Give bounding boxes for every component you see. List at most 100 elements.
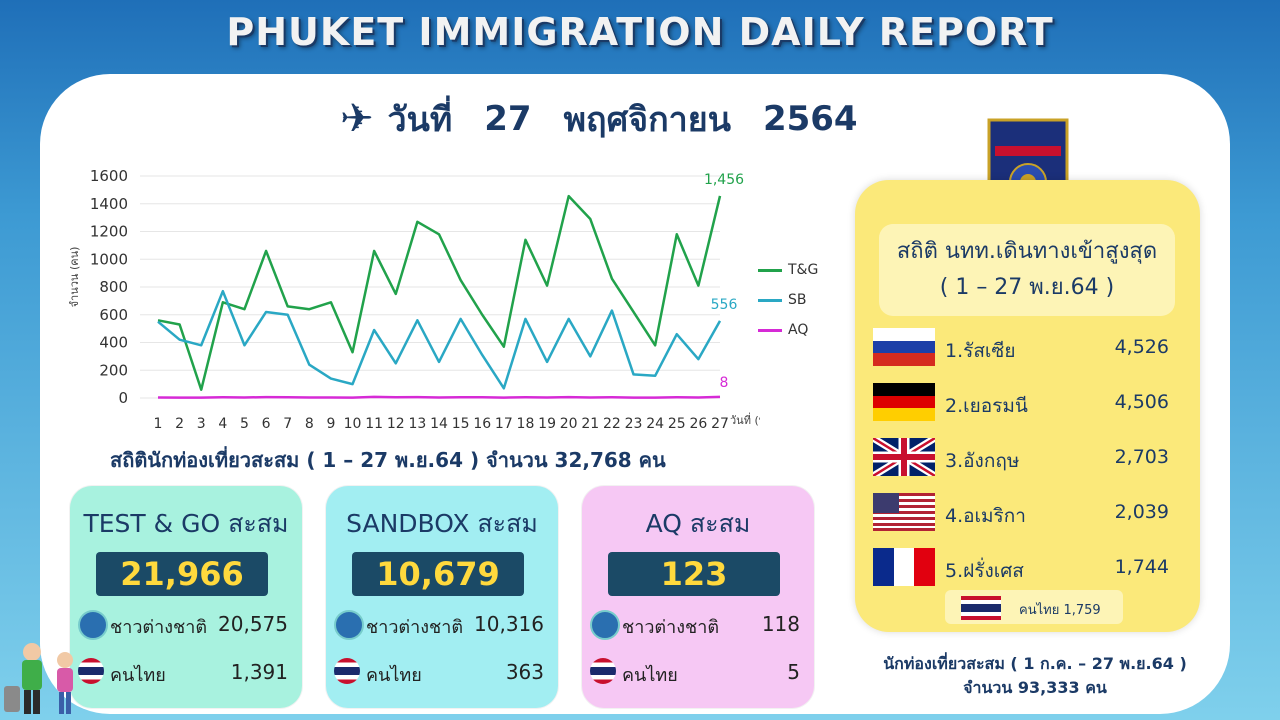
rank-value: 1,744 (1114, 556, 1169, 578)
passport-icon (590, 610, 620, 640)
tourists-illustration (4, 643, 73, 714)
rank-name: 3.อังกฤษ (945, 450, 1020, 472)
uk-flag-icon (873, 438, 935, 476)
aq-title: AQ สะสม (645, 509, 751, 538)
rank-value: 4,506 (1114, 391, 1169, 413)
data-label: 556 (711, 297, 738, 313)
footer-line2: จำนวน 93,333 คน (963, 678, 1107, 697)
thai-arrivals-badge: คนไทย 1,759 (945, 590, 1123, 624)
x-tick-label: 21 (581, 416, 599, 432)
x-tick-label: 27 (711, 416, 729, 432)
aq-box: AQ สะสม 123 ชาวต่างชาติ 118 คนไทย 5 (582, 486, 814, 708)
footer-line1: นักท่องเที่ยวสะสม ( 1 ก.ค. – 27 พ.ย.64 ) (883, 654, 1187, 673)
legend-sb: SB (758, 292, 807, 308)
x-tick-label: 24 (646, 416, 664, 432)
x-tick-label: 22 (603, 416, 621, 432)
x-tick-label: 17 (495, 416, 513, 432)
top-nationalities-panel: สถิติ นทท.เดินทางเข้าสูงสุด ( 1 – 27 พ.ย… (855, 180, 1200, 632)
ranking-period: ( 1 – 27 พ.ย.64 ) (939, 275, 1115, 300)
rank-row: 5.ฝรั่งเศส 1,744 (873, 548, 1183, 588)
foreign-label: ชาวต่างชาติ (110, 617, 208, 638)
y-tick-label: 1400 (90, 195, 128, 213)
rank-value: 2,703 (1114, 446, 1169, 468)
thai-flag-icon (590, 658, 616, 684)
data-label: 1,456 (704, 172, 744, 188)
x-tick-label: 7 (283, 416, 292, 432)
x-tick-label: 14 (430, 416, 448, 432)
foreign-value: 118 (761, 612, 800, 636)
y-axis-label: จำนวน (คน) (68, 247, 81, 308)
x-tick-label: 12 (387, 416, 405, 432)
foreign-label: ชาวต่างชาติ (622, 617, 720, 638)
thai-label: คนไทย (622, 665, 678, 686)
series-line-aq (157, 395, 721, 399)
thai-arrivals-label: คนไทย 1,759 (1019, 603, 1101, 618)
sandbox-title: SANDBOX สะสม (346, 509, 538, 538)
x-tick-label: 25 (668, 416, 686, 432)
y-tick-label: 1600 (90, 167, 128, 185)
series-line-sb (157, 289, 722, 390)
x-tick-label: 13 (408, 416, 426, 432)
x-tick-label: 3 (197, 416, 206, 432)
y-tick-label: 0 (118, 389, 128, 407)
rank-value: 2,039 (1114, 501, 1169, 523)
data-label: 8 (720, 375, 729, 391)
x-tick-label: 16 (473, 416, 491, 432)
rank-row: 1.รัสเซีย 4,526 (873, 328, 1183, 368)
ranking-title: สถิติ นทท.เดินทางเข้าสูงสุด (896, 239, 1158, 264)
rank-row: 4.อเมริกา 2,039 (873, 493, 1183, 533)
legend-tg: T&G (758, 262, 818, 278)
rank-name: 2.เยอรมนี (945, 395, 1028, 417)
x-tick-label: 10 (344, 416, 362, 432)
airplane-icon: ✈ (340, 96, 374, 142)
x-tick-label: 23 (625, 416, 643, 432)
y-tick-label: 1200 (90, 223, 128, 241)
rank-value: 4,526 (1114, 336, 1169, 358)
thai-label: คนไทย (110, 665, 166, 686)
page-title: PHUKET IMMIGRATION DAILY REPORT (226, 10, 1054, 54)
rank-row: 2.เยอรมนี 4,506 (873, 383, 1183, 423)
y-tick-label: 800 (99, 278, 128, 296)
date-label: วันที่ (387, 100, 453, 140)
sandbox-total: 10,679 (352, 552, 524, 596)
x-axis-label: วันที่ (พ.ย.) (730, 412, 760, 427)
y-tick-label: 600 (99, 306, 128, 324)
rank-name: 5.ฝรั่งเศส (945, 560, 1024, 582)
x-tick-label: 5 (240, 416, 249, 432)
thai-label: คนไทย (366, 665, 422, 686)
testgo-title: TEST & GO สะสม (83, 509, 289, 538)
x-tick-label: 1 (154, 416, 163, 432)
foreign-value: 20,575 (218, 612, 288, 636)
x-tick-label: 26 (689, 416, 707, 432)
rank-name: 4.อเมริกา (945, 505, 1026, 527)
sandbox-box: SANDBOX สะสม 10,679 ชาวต่างชาติ 10,316 คน… (326, 486, 558, 708)
russia-flag-icon (873, 328, 935, 366)
series-line-tg (157, 194, 722, 391)
thai-value: 1,391 (230, 660, 288, 684)
thai-value: 5 (787, 660, 800, 684)
report-date: ✈ วันที่ 27 พฤศจิกายน 2564 (340, 92, 858, 146)
x-tick-label: 2 (175, 416, 184, 432)
foreign-value: 10,316 (474, 612, 544, 636)
germany-flag-icon (873, 383, 935, 421)
y-tick-label: 1000 (90, 250, 128, 268)
thai-value: 363 (505, 660, 544, 684)
rank-name: 1.รัสเซีย (945, 340, 1016, 362)
ranking-header: สถิติ นทท.เดินทางเข้าสูงสุด ( 1 – 27 พ.ย… (879, 224, 1175, 316)
cumulative-total: สถิตินักท่องเที่ยวสะสม ( 1 – 27 พ.ย.64 )… (110, 448, 666, 472)
date-month: พฤศจิกายน (563, 100, 731, 140)
footer-total: นักท่องเที่ยวสะสม ( 1 ก.ค. – 27 พ.ย.64 )… (850, 652, 1220, 700)
y-tick-label: 200 (99, 361, 128, 379)
france-flag-icon (873, 548, 935, 586)
passport-icon (334, 610, 364, 640)
y-tick-label: 400 (99, 334, 128, 352)
usa-flag-icon (873, 493, 935, 531)
x-tick-label: 18 (517, 416, 535, 432)
x-tick-label: 19 (538, 416, 556, 432)
legend-aq: AQ (758, 322, 808, 338)
x-tick-label: 4 (218, 416, 227, 432)
date-day: 27 (484, 99, 532, 139)
testgo-total: 21,966 (96, 552, 268, 596)
thai-flag-icon (78, 658, 104, 684)
